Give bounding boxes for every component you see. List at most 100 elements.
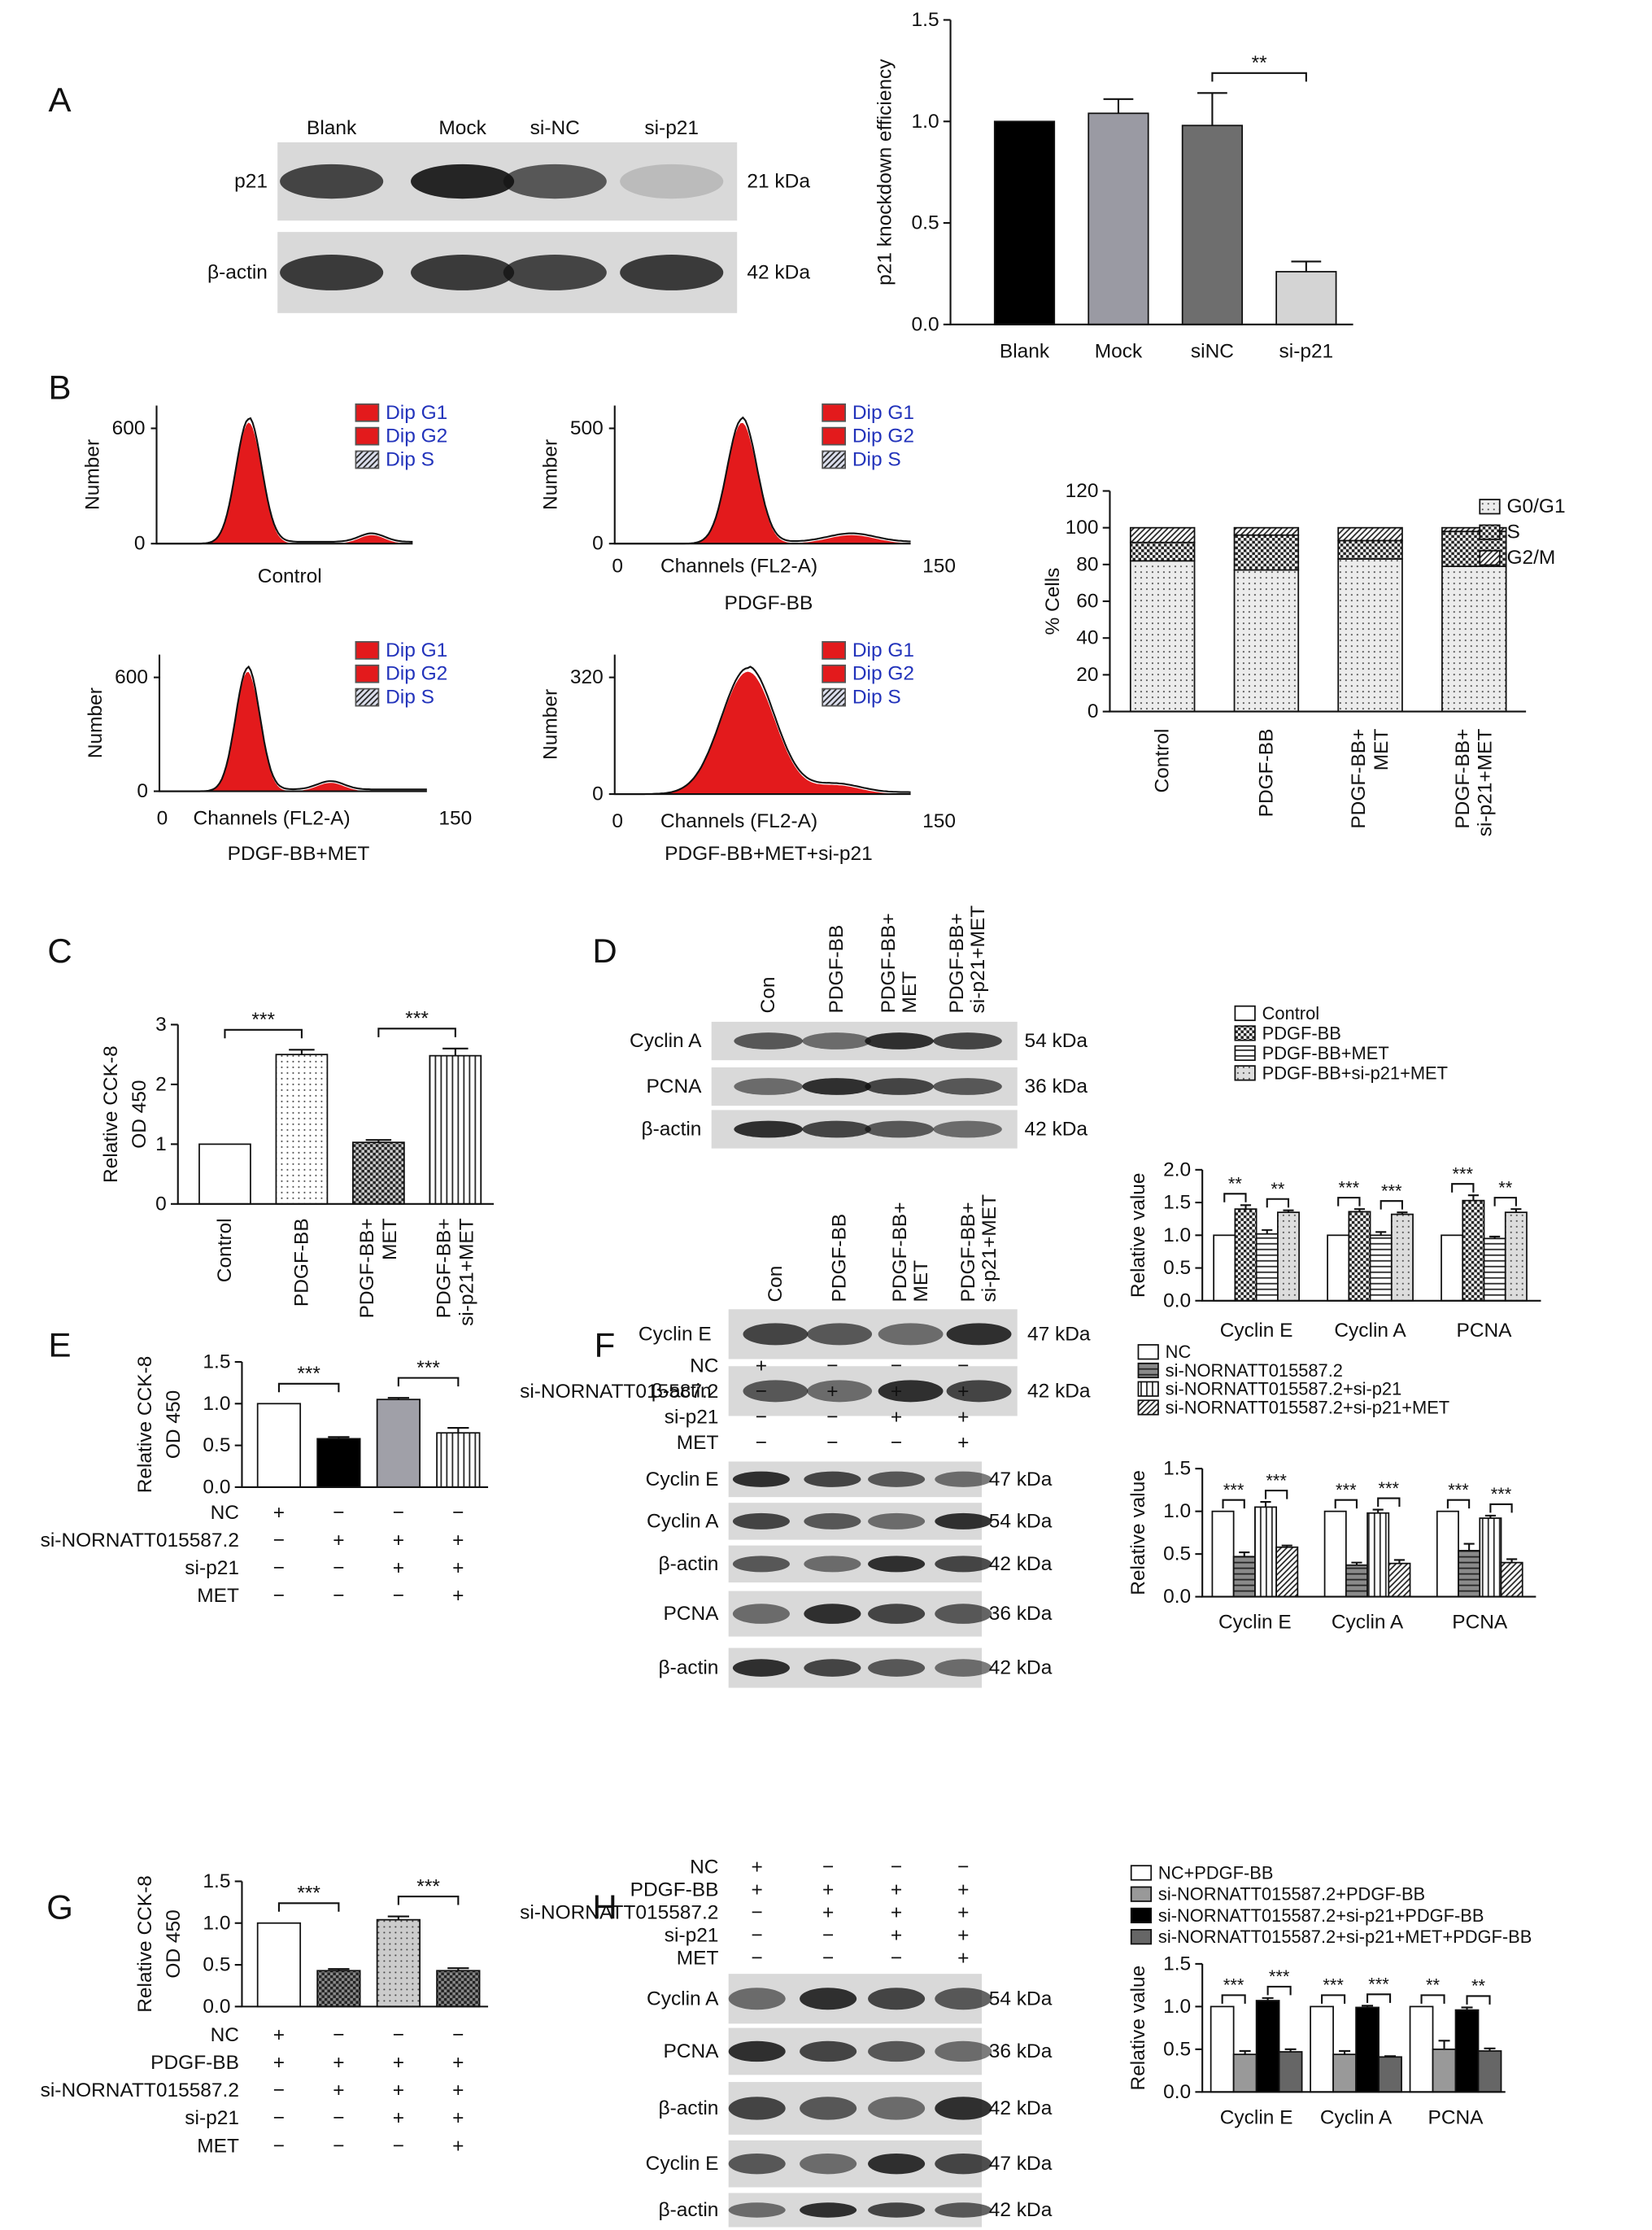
panel-label: G — [46, 1887, 73, 1926]
flow-peak — [614, 671, 911, 795]
x-tick-label: Cyclin E — [1220, 1320, 1293, 1342]
legend-label: Control — [1262, 1003, 1319, 1023]
panel-label: D — [592, 932, 617, 970]
y-tick-label: 500 — [570, 417, 604, 439]
condition-sign: − — [756, 1407, 767, 1429]
condition-sign: + — [752, 1879, 763, 1901]
condition-sign: − — [752, 1901, 763, 1923]
y-tick-label: 120 — [1066, 480, 1099, 502]
condition-label: NC — [690, 1355, 718, 1377]
condition-sign: − — [333, 2135, 344, 2157]
legend-label: PDGF-BB+MET — [1262, 1043, 1389, 1063]
bar — [1390, 1213, 1414, 1302]
condition-sign: − — [333, 1585, 344, 1607]
blot-band — [800, 2153, 857, 2175]
blot-band — [935, 2153, 992, 2175]
error-bar — [1291, 260, 1322, 272]
legend-swatch — [1137, 1362, 1159, 1379]
significance-label: *** — [1339, 1177, 1360, 1198]
y-tick-label: 0 — [137, 780, 148, 802]
bar — [1129, 560, 1196, 713]
condition-sign: + — [826, 1381, 838, 1403]
condition-sign: − — [756, 1432, 767, 1454]
blot-band — [800, 1988, 857, 2010]
significance-bracket — [1366, 1993, 1392, 2003]
y-axis-label: OD 450 — [129, 1080, 150, 1148]
blot-band — [802, 1032, 871, 1050]
y-tick-label: 600 — [112, 417, 146, 439]
y-axis-label: p21 knockdown efficiency — [874, 59, 896, 286]
condition-sign: + — [957, 1407, 969, 1429]
lane-label: PDGF-BB+ — [946, 913, 968, 1013]
legend-swatch — [1234, 1065, 1256, 1081]
condition-sign: − — [826, 1355, 838, 1377]
significance-label: ** — [1252, 52, 1268, 74]
y-tick-label: 0.0 — [203, 1996, 230, 2018]
error-bar — [1393, 1559, 1405, 1564]
blot-band — [734, 1032, 803, 1050]
significance-bracket — [1420, 1994, 1445, 2004]
x-tick-label: si-p21+MET — [455, 1218, 477, 1326]
bar — [1210, 2005, 1235, 2093]
x-tick-label: si-p21 — [1279, 341, 1334, 363]
y-tick-label: 0.0 — [1163, 1586, 1191, 1608]
condition-sign: + — [752, 1856, 763, 1878]
blot-row-label: PCNA — [663, 2040, 719, 2062]
condition-label: MET — [197, 1585, 239, 1607]
blot-band — [865, 1078, 934, 1095]
blot-band — [728, 2153, 786, 2175]
y-tick-label: 40 — [1076, 627, 1098, 649]
legend-swatch — [1234, 1045, 1256, 1062]
bar — [1310, 2005, 1334, 2093]
bar — [1479, 1517, 1502, 1598]
blot-row-label: Cyclin A — [630, 1030, 702, 1052]
legend-label: Dip S — [852, 448, 901, 470]
x-tick-label: 150 — [922, 556, 956, 578]
lane-label: MET — [910, 1260, 932, 1303]
bar — [316, 1438, 361, 1488]
error-bar — [1262, 1228, 1273, 1234]
y-tick-label: 0 — [155, 1193, 167, 1215]
y-axis-label: Relative CCK-8 — [100, 1045, 122, 1183]
lane-label: Con — [757, 977, 779, 1014]
legend-label: Dip G1 — [386, 639, 447, 661]
plot-title: PDGF-BB — [725, 592, 813, 614]
bar — [1454, 2009, 1480, 2093]
condition-sign: + — [756, 1355, 767, 1377]
y-axis-label: Relative value — [1127, 1172, 1149, 1298]
bar — [1278, 2051, 1303, 2093]
condition-sign: − — [756, 1381, 767, 1403]
axes — [1201, 1169, 1541, 1302]
significance-label: ** — [1271, 1179, 1285, 1199]
condition-sign: + — [891, 1879, 902, 1901]
y-tick-label: 1.0 — [912, 111, 939, 133]
blot-band — [728, 2097, 786, 2120]
error-bar — [1262, 1997, 1274, 2001]
x-tick-label: 0 — [612, 810, 623, 832]
condition-label: NC — [690, 1856, 718, 1878]
significance-bracket — [1211, 72, 1307, 82]
condition-sign: − — [333, 2107, 344, 2129]
error-bar — [1510, 1208, 1522, 1213]
x-tick-label: MET — [1371, 729, 1393, 771]
condition-sign: + — [957, 1924, 969, 1946]
blot-band — [868, 2153, 926, 2175]
error-bar — [1281, 1544, 1292, 1547]
bar — [1345, 1564, 1368, 1598]
blot-band — [280, 164, 384, 199]
blot-band — [802, 1078, 871, 1095]
error-bar — [328, 1436, 350, 1439]
condition-sign: + — [891, 1901, 902, 1923]
error-bar — [365, 1139, 392, 1143]
plot-title: PDGF-BB+MET — [228, 843, 370, 865]
y-tick-label: 0.5 — [1163, 1257, 1191, 1279]
bar — [1255, 2000, 1280, 2093]
condition-sign: + — [891, 1381, 902, 1403]
significance-label: *** — [1223, 1975, 1244, 1996]
panel-label: F — [595, 1325, 616, 1364]
blot-row-label: β-actin — [652, 1380, 712, 1402]
condition-sign: + — [957, 1901, 969, 1923]
y-tick-label: 2 — [155, 1073, 167, 1095]
x-axis-label: Channels (FL2-A) — [660, 810, 817, 832]
error-bar — [387, 1915, 409, 1920]
